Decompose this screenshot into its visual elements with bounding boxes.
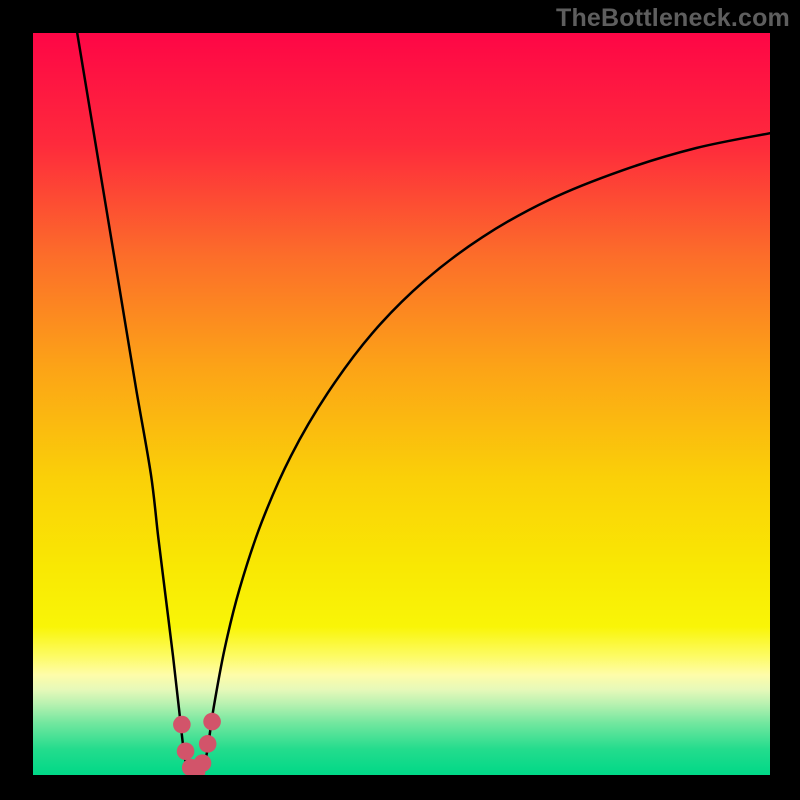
watermark-text: TheBottleneck.com (556, 4, 790, 33)
curve-dot (203, 713, 221, 731)
curve-dot (173, 716, 191, 734)
chart-container: TheBottleneck.com (0, 0, 800, 800)
curve-path (77, 33, 770, 775)
bottleneck-curve (33, 33, 770, 775)
curve-dot (199, 735, 217, 753)
curve-dots (173, 713, 221, 775)
curve-dot (194, 754, 212, 772)
plot-frame (33, 33, 770, 775)
plot-area (33, 33, 770, 775)
curve-dot (177, 742, 195, 760)
